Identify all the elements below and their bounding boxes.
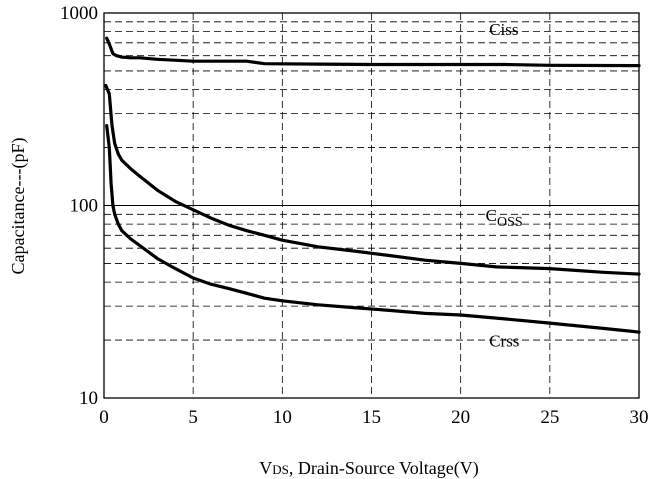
x-tick-label: 20	[451, 407, 470, 428]
x-tick-label: 30	[630, 407, 649, 428]
x-tick-label: 0	[99, 407, 109, 428]
x-axis-title: VDS, Drain-Source Voltage(V)	[259, 458, 478, 479]
axis-ticks: 0 5 10 15 20 25 30 10 100 1000	[60, 3, 649, 428]
grid-lines	[104, 13, 639, 398]
y-axis-title: Capacitance---(pF)	[8, 138, 29, 275]
series-line-crss	[105, 123, 641, 334]
x-axis-title-rest: , Drain-Source Voltage(V)	[289, 458, 479, 479]
x-axis-title-subscript: DS	[272, 462, 289, 477]
plot-area-frame	[103, 12, 640, 399]
y-tick-label: 100	[70, 196, 99, 217]
series-label-coss: COSS	[486, 206, 523, 230]
series-labels: Ciss COSS Crss	[486, 20, 523, 351]
series-line-coss	[104, 83, 641, 276]
y-tick-label: 1000	[60, 3, 98, 24]
series-line-ciss	[105, 36, 641, 68]
x-tick-label: 15	[362, 407, 381, 428]
series-label-crss: Crss	[489, 332, 519, 351]
series-lines	[104, 36, 641, 334]
x-axis-title-prefix: V	[259, 458, 272, 478]
x-tick-label: 10	[273, 407, 292, 428]
y-tick-label: 10	[79, 388, 98, 409]
x-tick-label: 25	[540, 407, 559, 428]
x-tick-label: 5	[188, 407, 198, 428]
series-label-ciss: Ciss	[489, 20, 518, 39]
